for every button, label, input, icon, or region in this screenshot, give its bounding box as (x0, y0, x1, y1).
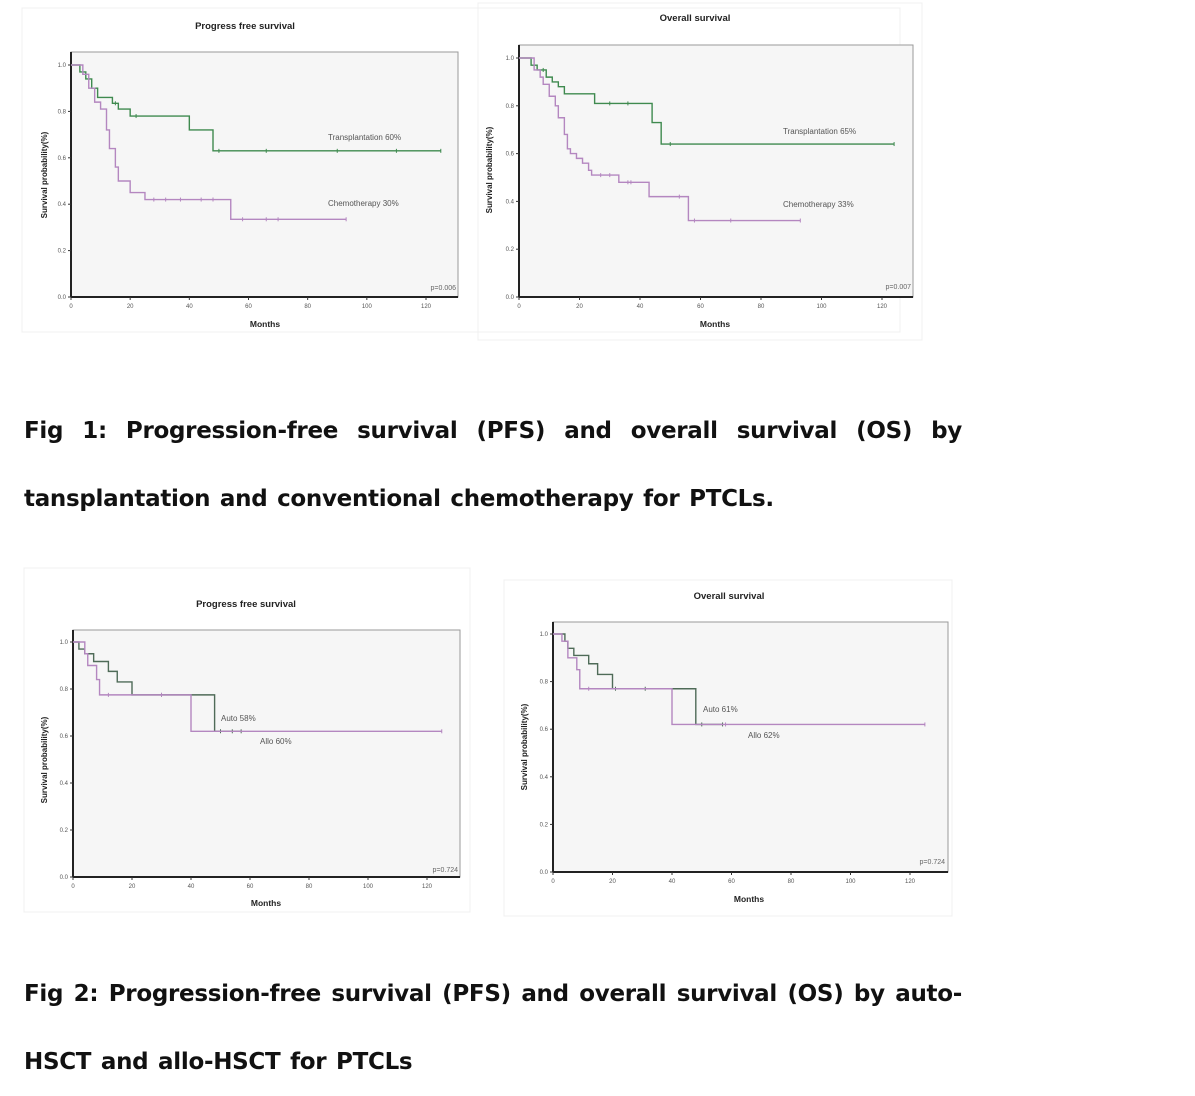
plot-area (70, 51, 459, 298)
x-tick-label: 80 (304, 304, 311, 310)
x-tick-label: 60 (245, 304, 252, 310)
y-tick-label: 0.0 (60, 875, 69, 881)
y-tick-label: 0.6 (58, 156, 67, 162)
y-axis-label: Survival probability(%) (40, 716, 49, 803)
y-tick-label: 0.4 (60, 781, 69, 787)
y-tick-label: 0.8 (58, 109, 67, 115)
y-axis-label: Survival probability(%) (520, 703, 529, 790)
survival-curve-1 (519, 57, 895, 145)
y-tick-label: 1.0 (58, 63, 67, 69)
figure-1-caption: Fig 1: Progression-free survival (PFS) a… (24, 418, 962, 512)
x-tick-label: 120 (877, 304, 888, 310)
y-tick-label: 0.0 (506, 295, 515, 301)
x-tick-label: 40 (188, 884, 195, 890)
x-tick-label: 0 (71, 884, 75, 890)
y-tick-label: 0.8 (506, 104, 515, 110)
x-tick-label: 20 (609, 879, 616, 885)
y-tick-label: 0.8 (540, 680, 549, 686)
series-label: Transplantation 60% (328, 133, 401, 142)
series-label: Auto 58% (221, 714, 256, 723)
series-label: Allo 60% (260, 737, 292, 746)
x-tick-label: 60 (697, 304, 704, 310)
km-chart-1: 0 20 40 60 80 100 120 0.0 0.2 0.4 0.6 0.8 1.0 Transpl… (21, 7, 901, 333)
chart-title: Overall survival (660, 13, 731, 24)
km-chart-3: 0 20 40 60 80 100 120 0.0 0.2 0.4 0.6 0.8 1.0 Auto 58… (23, 567, 471, 913)
y-tick-label: 1.0 (540, 632, 549, 638)
x-tick-label: 60 (728, 879, 735, 885)
x-tick-label: 40 (186, 304, 193, 310)
y-tick-label: 0.4 (58, 202, 67, 208)
x-axis-label: Months (250, 319, 280, 329)
x-tick-label: 0 (551, 879, 555, 885)
x-axis-label: Months (734, 894, 764, 904)
series-label: Chemotherapy 33% (783, 200, 854, 209)
y-tick-label: 0.4 (506, 199, 515, 205)
series-label: Transplantation 65% (783, 127, 856, 136)
y-tick-label: 0.8 (60, 687, 69, 693)
series-label: Allo 62% (748, 731, 780, 740)
y-axis-label: Survival probability(%) (40, 131, 49, 218)
y-tick-label: 0.2 (540, 822, 549, 828)
x-tick-label: 40 (637, 304, 644, 310)
x-tick-label: 120 (905, 879, 916, 885)
x-axis-label: Months (700, 319, 730, 329)
p-value: p=0.006 (431, 285, 457, 292)
y-tick-label: 0.6 (506, 152, 515, 158)
plot-area (552, 621, 949, 873)
y-tick-label: 0.4 (540, 775, 549, 781)
x-axis-label: Months (251, 898, 281, 908)
figure-border (23, 567, 471, 913)
y-tick-label: 1.0 (506, 56, 515, 62)
x-tick-label: 20 (576, 304, 583, 310)
x-tick-label: 80 (306, 884, 313, 890)
plot-area (72, 629, 461, 878)
x-tick-label: 40 (669, 879, 676, 885)
y-tick-label: 0.6 (60, 734, 69, 740)
x-tick-label: 100 (362, 304, 373, 310)
x-tick-label: 80 (788, 879, 795, 885)
survival-curve-1 (71, 64, 441, 152)
x-tick-label: 0 (69, 304, 73, 310)
y-tick-label: 0.2 (506, 247, 515, 253)
series-label: Chemotherapy 30% (328, 199, 399, 208)
y-tick-label: 0.6 (540, 727, 549, 733)
figure-border (503, 579, 953, 917)
y-tick-label: 0.2 (58, 249, 67, 255)
x-tick-label: 120 (421, 304, 432, 310)
x-tick-label: 80 (758, 304, 765, 310)
x-tick-label: 120 (422, 884, 433, 890)
plot-area (518, 44, 914, 298)
chart-title: Progress free survival (196, 599, 296, 610)
chart-title: Overall survival (694, 591, 765, 602)
figure-border (477, 2, 923, 341)
y-tick-label: 1.0 (60, 640, 69, 646)
y-tick-label: 0.0 (58, 295, 67, 301)
survival-curve-2 (553, 633, 925, 726)
y-tick-label: 0.2 (60, 828, 69, 834)
figure-2-caption: Fig 2: Progression-free survival (PFS) a… (24, 981, 962, 1075)
x-tick-label: 100 (845, 879, 856, 885)
x-tick-label: 20 (129, 884, 136, 890)
p-value: p=0.724 (433, 867, 459, 874)
chart-title: Progress free survival (195, 21, 295, 32)
survival-curve-2 (519, 57, 801, 222)
y-tick-label: 0.0 (540, 870, 549, 876)
km-chart-2: 0 20 40 60 80 100 120 0.0 0.2 0.4 0.6 0.8 1.0 Transpl… (477, 2, 923, 341)
survival-curve-2 (71, 64, 347, 220)
y-axis-label: Survival probability(%) (485, 126, 494, 213)
p-value: p=0.724 (920, 859, 946, 866)
x-tick-label: 60 (247, 884, 254, 890)
p-value: p=0.007 (886, 284, 912, 291)
series-label: Auto 61% (703, 705, 738, 714)
x-tick-label: 0 (517, 304, 521, 310)
km-chart-4: 0 20 40 60 80 100 120 0.0 0.2 0.4 0.6 0.8 1.0 Auto 61… (503, 579, 953, 917)
x-tick-label: 20 (127, 304, 134, 310)
x-tick-label: 100 (363, 884, 374, 890)
x-tick-label: 100 (816, 304, 827, 310)
survival-curve-2 (73, 641, 442, 732)
